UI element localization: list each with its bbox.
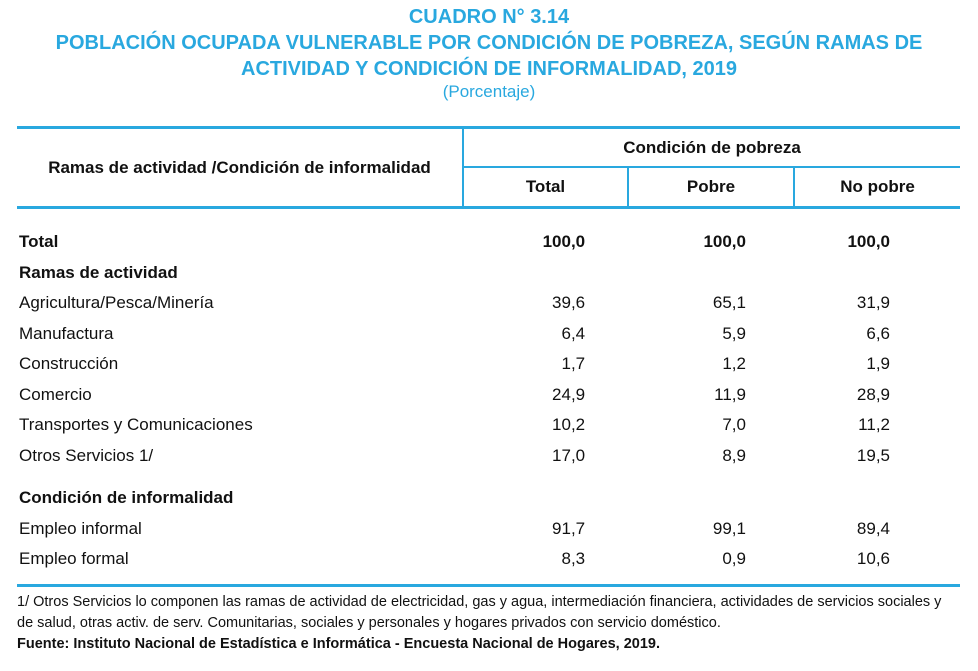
source-note: Fuente: Instituto Nacional de Estadístic… bbox=[17, 634, 960, 655]
row-label: Empleo informal bbox=[17, 514, 438, 545]
cell-total: 39,6 bbox=[438, 288, 644, 319]
cuadro-number: CUADRO N° 3.14 bbox=[0, 4, 978, 30]
table-title-line1: POBLACIÓN OCUPADA VULNERABLE POR CONDICI… bbox=[0, 30, 978, 56]
cell-no-pobre: 31,9 bbox=[805, 288, 960, 319]
table-row: Agricultura/Pesca/Minería 39,6 65,1 31,9 bbox=[17, 288, 960, 319]
row-label: Empleo formal bbox=[17, 544, 438, 575]
cell-total: 17,0 bbox=[438, 441, 644, 472]
table-bottom-rule bbox=[17, 584, 960, 587]
cell-pobre: 11,9 bbox=[643, 380, 805, 411]
cell-no-pobre: 28,9 bbox=[805, 380, 960, 411]
section-heading-informalidad: Condición de informalidad bbox=[17, 483, 960, 514]
row-label: Manufactura bbox=[17, 319, 438, 350]
table-spacer bbox=[17, 471, 960, 483]
cell-no-pobre: 1,9 bbox=[805, 349, 960, 380]
cell-pobre: 99,1 bbox=[643, 514, 805, 545]
table-row: Construcción 1,7 1,2 1,9 bbox=[17, 349, 960, 380]
column-header-no-pobre: No pobre bbox=[795, 168, 960, 206]
cell-total: 24,9 bbox=[438, 380, 644, 411]
notes-block: 1/ Otros Servicios lo componen las ramas… bbox=[17, 592, 960, 655]
title-block: CUADRO N° 3.14 POBLACIÓN OCUPADA VULNERA… bbox=[0, 4, 978, 102]
data-table: Total 100,0 100,0 100,0 Ramas de activid… bbox=[17, 227, 960, 575]
cell-total: 8,3 bbox=[438, 544, 644, 575]
unit-label: (Porcentaje) bbox=[0, 82, 978, 102]
cell-pobre: 7,0 bbox=[643, 410, 805, 441]
cell-no-pobre: 6,6 bbox=[805, 319, 960, 350]
table-row: Transportes y Comunicaciones 10,2 7,0 11… bbox=[17, 410, 960, 441]
cell-no-pobre: 100,0 bbox=[805, 227, 960, 258]
row-label: Otros Servicios 1/ bbox=[17, 441, 438, 472]
cell-total: 6,4 bbox=[438, 319, 644, 350]
table-row: Manufactura 6,4 5,9 6,6 bbox=[17, 319, 960, 350]
section-label: Ramas de actividad bbox=[17, 258, 438, 289]
column-header-pobre: Pobre bbox=[629, 168, 793, 206]
cell-pobre: 8,9 bbox=[643, 441, 805, 472]
cell-pobre: 1,2 bbox=[643, 349, 805, 380]
column-header-total: Total bbox=[464, 168, 627, 206]
cell-pobre: 65,1 bbox=[643, 288, 805, 319]
section-heading-ramas: Ramas de actividad bbox=[17, 258, 960, 289]
cell-no-pobre: 11,2 bbox=[805, 410, 960, 441]
row-label: Agricultura/Pesca/Minería bbox=[17, 288, 438, 319]
row-label: Transportes y Comunicaciones bbox=[17, 410, 438, 441]
cell-no-pobre: 89,4 bbox=[805, 514, 960, 545]
table-row-total: Total 100,0 100,0 100,0 bbox=[17, 227, 960, 258]
row-label: Total bbox=[17, 227, 438, 258]
table-row: Comercio 24,9 11,9 28,9 bbox=[17, 380, 960, 411]
cell-no-pobre: 10,6 bbox=[805, 544, 960, 575]
table-row: Empleo formal 8,3 0,9 10,6 bbox=[17, 544, 960, 575]
cell-total: 1,7 bbox=[438, 349, 644, 380]
group-header-label: Condición de pobreza bbox=[464, 129, 960, 166]
footnote: 1/ Otros Servicios lo componen las ramas… bbox=[17, 592, 960, 634]
cell-no-pobre: 19,5 bbox=[805, 441, 960, 472]
section-label: Condición de informalidad bbox=[17, 483, 438, 514]
table-title-line2: ACTIVIDAD Y CONDICIÓN DE INFORMALIDAD, 2… bbox=[0, 56, 978, 82]
row-label: Construcción bbox=[17, 349, 438, 380]
table-row: Otros Servicios 1/ 17,0 8,9 19,5 bbox=[17, 441, 960, 472]
cell-total: 100,0 bbox=[438, 227, 644, 258]
cell-total: 91,7 bbox=[438, 514, 644, 545]
table-row: Empleo informal 91,7 99,1 89,4 bbox=[17, 514, 960, 545]
row-label: Comercio bbox=[17, 380, 438, 411]
cell-pobre: 5,9 bbox=[643, 319, 805, 350]
cell-total: 10,2 bbox=[438, 410, 644, 441]
cell-pobre: 0,9 bbox=[643, 544, 805, 575]
row-header-label: Ramas de actividad /Condición de informa… bbox=[17, 129, 462, 206]
cell-pobre: 100,0 bbox=[643, 227, 805, 258]
